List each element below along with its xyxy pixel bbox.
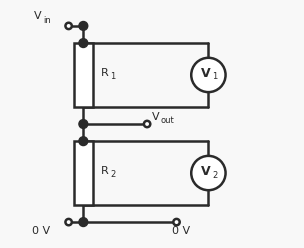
Text: V: V (201, 67, 210, 80)
Text: 2: 2 (212, 171, 217, 180)
Text: R: R (101, 67, 108, 78)
Text: out: out (161, 116, 174, 125)
Text: in: in (43, 16, 51, 25)
Circle shape (79, 218, 88, 226)
Circle shape (65, 23, 72, 29)
Text: 0 V: 0 V (172, 226, 190, 236)
Text: 1: 1 (212, 72, 217, 81)
Circle shape (144, 121, 150, 127)
Circle shape (79, 39, 88, 47)
Text: 1: 1 (110, 72, 116, 81)
Text: V: V (152, 112, 160, 122)
Text: V: V (201, 165, 210, 178)
Text: 2: 2 (110, 170, 116, 179)
Bar (74, 141, 93, 205)
Circle shape (79, 22, 88, 30)
Circle shape (79, 137, 88, 146)
Circle shape (173, 219, 180, 225)
Circle shape (191, 58, 226, 92)
Bar (74, 43, 93, 107)
Circle shape (191, 156, 226, 190)
Text: V: V (34, 11, 42, 21)
Text: R: R (101, 166, 108, 176)
Circle shape (79, 120, 88, 128)
Circle shape (65, 219, 72, 225)
Text: 0 V: 0 V (32, 226, 50, 236)
